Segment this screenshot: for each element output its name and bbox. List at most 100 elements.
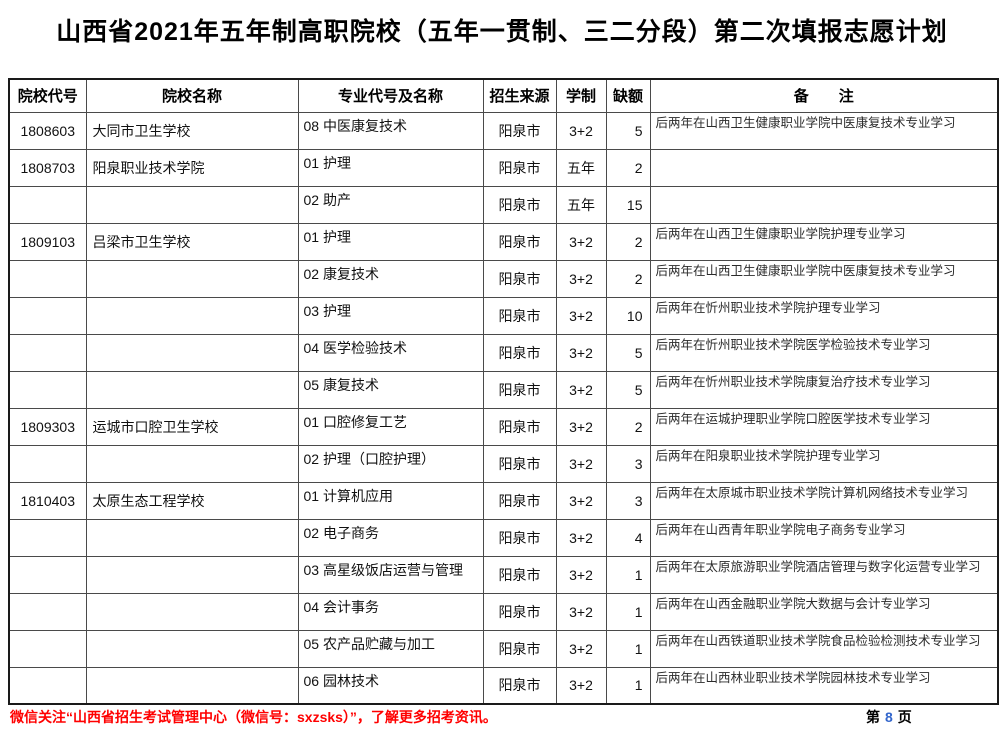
cell-vacancy: 1 — [605, 629, 651, 668]
cell-code — [8, 592, 87, 631]
cell-code — [8, 259, 87, 298]
cell-source: 阳泉市 — [482, 185, 557, 224]
cell-vacancy: 15 — [605, 185, 651, 224]
cell-code — [8, 333, 87, 372]
cell-vacancy: 5 — [605, 111, 651, 150]
cell-vacancy: 10 — [605, 296, 651, 335]
cell-vacancy: 4 — [605, 518, 651, 557]
cell-source: 阳泉市 — [482, 333, 557, 372]
cell-vacancy: 5 — [605, 370, 651, 409]
cell-vacancy: 3 — [605, 481, 651, 520]
cell-major: 02 电子商务 — [297, 518, 484, 557]
table-row: 02 电子商务 阳泉市 3+2 4 后两年在山西青年职业学院电子商务专业学习 — [8, 518, 999, 557]
cell-code — [8, 555, 87, 594]
cell-school — [85, 370, 299, 409]
cell-school — [85, 296, 299, 335]
cell-major: 01 护理 — [297, 222, 484, 261]
cell-source: 阳泉市 — [482, 407, 557, 446]
admission-plan-table: 院校代号 院校名称 专业代号及名称 招生来源 学制 缺额 备 注 1808603… — [8, 78, 999, 705]
cell-vacancy: 1 — [605, 555, 651, 594]
header-remark: 备 注 — [649, 78, 999, 113]
cell-remark: 后两年在忻州职业技术学院康复治疗技术专业学习 — [649, 370, 999, 409]
cell-school: 阳泉职业技术学院 — [85, 148, 299, 187]
cell-major: 06 园林技术 — [297, 666, 484, 705]
cell-remark: 后两年在山西林业职业技术学院园林技术专业学习 — [649, 666, 999, 705]
cell-school: 太原生态工程学校 — [85, 481, 299, 520]
header-vacancy: 缺额 — [605, 78, 651, 113]
cell-source: 阳泉市 — [482, 518, 557, 557]
cell-source: 阳泉市 — [482, 555, 557, 594]
cell-duration: 3+2 — [555, 111, 607, 150]
cell-source: 阳泉市 — [482, 666, 557, 705]
page-suffix: 页 — [897, 709, 912, 725]
cell-vacancy: 2 — [605, 222, 651, 261]
cell-remark: 后两年在山西金融职业学院大数据与会计专业学习 — [649, 592, 999, 631]
table-row: 06 园林技术 阳泉市 3+2 1 后两年在山西林业职业技术学院园林技术专业学习 — [8, 666, 999, 705]
cell-remark: 后两年在山西卫生健康职业学院中医康复技术专业学习 — [649, 111, 999, 150]
cell-major: 03 护理 — [297, 296, 484, 335]
cell-school — [85, 444, 299, 483]
cell-remark: 后两年在太原旅游职业学院酒店管理与数字化运营专业学习 — [649, 555, 999, 594]
table-row: 1808703 阳泉职业技术学院 01 护理 阳泉市 五年 2 — [8, 148, 999, 187]
header-major: 专业代号及名称 — [297, 78, 484, 113]
cell-source: 阳泉市 — [482, 259, 557, 298]
cell-duration: 3+2 — [555, 666, 607, 705]
cell-code — [8, 518, 87, 557]
table-row: 03 护理 阳泉市 3+2 10 后两年在忻州职业技术学院护理专业学习 — [8, 296, 999, 335]
table-row: 1808603 大同市卫生学校 08 中医康复技术 阳泉市 3+2 5 后两年在山西卫生健康… — [8, 111, 999, 150]
cell-major: 01 口腔修复工艺 — [297, 407, 484, 446]
cell-school — [85, 185, 299, 224]
cell-remark: 后两年在忻州职业技术学院医学检验技术专业学习 — [649, 333, 999, 372]
cell-duration: 五年 — [555, 148, 607, 187]
cell-code: 1809303 — [8, 407, 87, 446]
cell-vacancy: 3 — [605, 444, 651, 483]
cell-remark — [649, 185, 999, 224]
table-row: 1809103 吕梁市卫生学校 01 护理 阳泉市 3+2 2 后两年在山西卫生健康职业学院… — [8, 222, 999, 261]
cell-source: 阳泉市 — [482, 444, 557, 483]
page-number: 8 — [885, 709, 893, 725]
cell-vacancy: 2 — [605, 259, 651, 298]
cell-vacancy: 1 — [605, 666, 651, 705]
header-school-name: 院校名称 — [85, 78, 299, 113]
cell-school — [85, 333, 299, 372]
header-duration: 学制 — [555, 78, 607, 113]
cell-remark: 后两年在太原城市职业技术学院计算机网络技术专业学习 — [649, 481, 999, 520]
cell-duration: 3+2 — [555, 333, 607, 372]
table-row: 02 助产 阳泉市 五年 15 — [8, 185, 999, 224]
cell-duration: 3+2 — [555, 629, 607, 668]
page-prefix: 第 — [866, 709, 880, 725]
cell-code — [8, 444, 87, 483]
cell-school — [85, 555, 299, 594]
cell-duration: 3+2 — [555, 296, 607, 335]
cell-duration: 3+2 — [555, 259, 607, 298]
cell-duration: 五年 — [555, 185, 607, 224]
cell-major: 02 护理（口腔护理） — [297, 444, 484, 483]
cell-vacancy: 2 — [605, 407, 651, 446]
cell-remark — [649, 148, 999, 187]
cell-school: 吕梁市卫生学校 — [85, 222, 299, 261]
cell-vacancy: 5 — [605, 333, 651, 372]
cell-major: 05 农产品贮藏与加工 — [297, 629, 484, 668]
cell-duration: 3+2 — [555, 481, 607, 520]
header-school-code: 院校代号 — [8, 78, 87, 113]
cell-major: 05 康复技术 — [297, 370, 484, 409]
cell-duration: 3+2 — [555, 592, 607, 631]
cell-major: 02 康复技术 — [297, 259, 484, 298]
cell-source: 阳泉市 — [482, 629, 557, 668]
table-row: 1809303 运城市口腔卫生学校 01 口腔修复工艺 阳泉市 3+2 2 后两年在运城护理… — [8, 407, 999, 446]
table-header-row: 院校代号 院校名称 专业代号及名称 招生来源 学制 缺额 备 注 — [8, 78, 999, 113]
cell-source: 阳泉市 — [482, 592, 557, 631]
cell-source: 阳泉市 — [482, 370, 557, 409]
table-body: 1808603 大同市卫生学校 08 中医康复技术 阳泉市 3+2 5 后两年在山西卫生健康… — [8, 111, 999, 705]
cell-code — [8, 185, 87, 224]
footer-notice: 微信关注“山西省招生考试管理中心（微信号：sxzsks）”，了解更多招考资讯。 — [10, 709, 497, 725]
table-row: 05 农产品贮藏与加工 阳泉市 3+2 1 后两年在山西铁道职业技术学院食品检验检测技术… — [8, 629, 999, 668]
cell-duration: 3+2 — [555, 518, 607, 557]
cell-remark: 后两年在山西卫生健康职业学院护理专业学习 — [649, 222, 999, 261]
cell-major: 01 护理 — [297, 148, 484, 187]
cell-source: 阳泉市 — [482, 481, 557, 520]
cell-source: 阳泉市 — [482, 111, 557, 150]
table-row: 04 会计事务 阳泉市 3+2 1 后两年在山西金融职业学院大数据与会计专业学习 — [8, 592, 999, 631]
cell-duration: 3+2 — [555, 222, 607, 261]
